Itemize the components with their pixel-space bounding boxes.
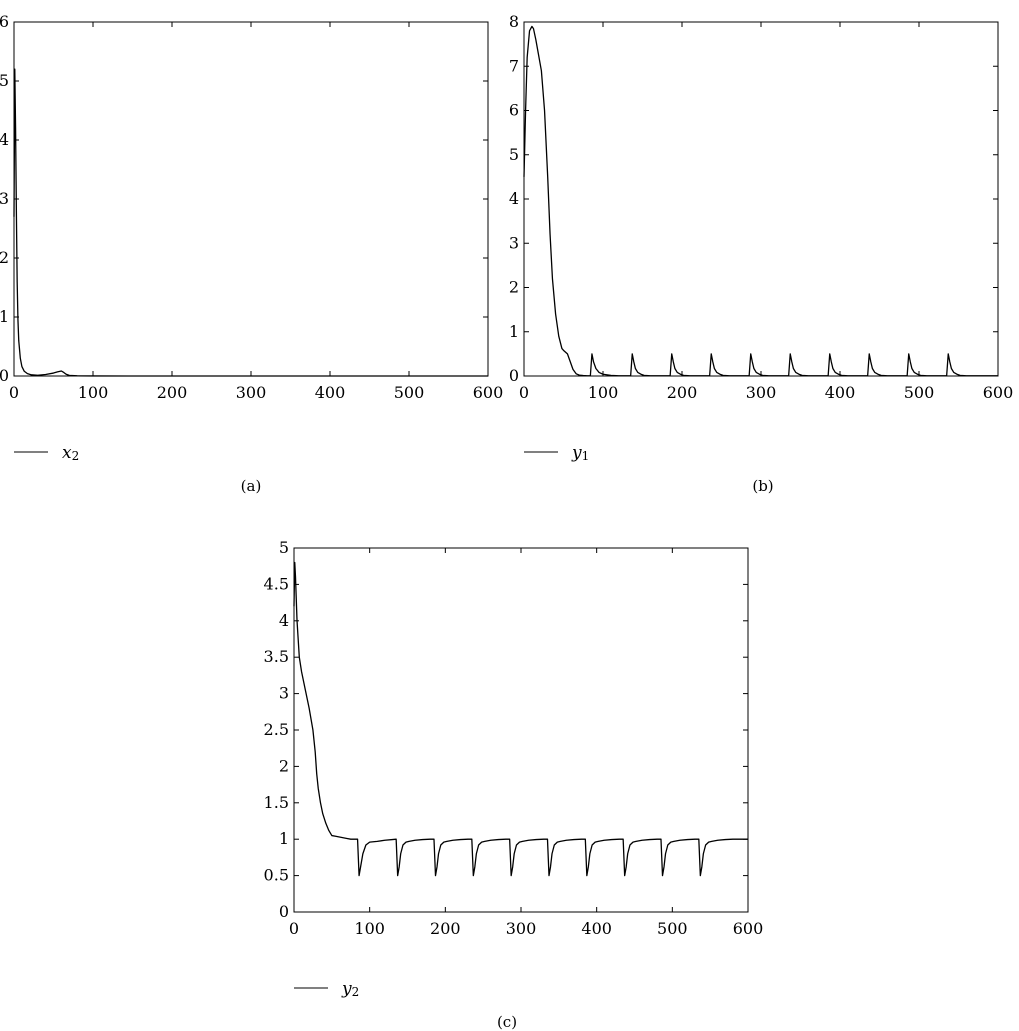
panel-b: 0 100 200 300 400 500 600 0 1 2 3 4 5 6 7 8 y1 (b) [509, 12, 1013, 495]
y-tick-label: 1 [0, 307, 9, 326]
y-tick-label: 0 [279, 902, 289, 921]
series-line-y2 [293, 561, 748, 877]
panel-label: (a) [241, 477, 262, 495]
y-tick-label: 2.5 [264, 720, 289, 739]
y-tick-label: 5 [279, 538, 289, 557]
series-line-x2 [13, 68, 488, 377]
y-tick-label: 5 [509, 145, 519, 164]
plot-frame [13, 21, 489, 377]
x-tick-label: 500 [394, 383, 425, 402]
y-tick-label: 1.5 [264, 793, 289, 812]
y-tick-label: 2 [279, 756, 289, 775]
y-tick-label: 0 [0, 366, 9, 385]
y-tick-label: 4 [279, 611, 289, 630]
y-tick-label: 0 [509, 366, 519, 385]
x-tick-label: 100 [354, 919, 385, 938]
y-tick-label: 3.5 [264, 647, 289, 666]
y-tick-label: 8 [509, 12, 519, 31]
y-tick-label: 6 [509, 101, 519, 120]
y-tick-label: 1 [279, 829, 289, 848]
series-line-y1 [523, 25, 998, 377]
x-tick-label: 600 [983, 383, 1014, 402]
x-tick-label: 200 [430, 919, 461, 938]
x-tick-label: 300 [746, 383, 777, 402]
y-tick-label: 3 [509, 233, 519, 252]
x-tick-label: 400 [825, 383, 856, 402]
y-tick-label: 6 [0, 12, 9, 31]
x-tick-label: 600 [733, 919, 764, 938]
y-tick-label: 2 [0, 248, 9, 267]
y-tick-label: 4.5 [264, 574, 289, 593]
y-tick-label: 4 [509, 189, 519, 208]
legend-label: y2 [341, 979, 359, 999]
x-tick-label: 500 [904, 383, 935, 402]
panel-a: 0 100 200 300 400 500 600 0 1 2 3 4 5 6 x2 (a) [0, 12, 503, 495]
x-tick-label: 300 [236, 383, 267, 402]
y-tick-label: 7 [509, 56, 519, 75]
y-tick-label: 1 [509, 322, 519, 341]
x-tick-label: 0 [519, 383, 529, 402]
x-tick-label: 500 [657, 919, 688, 938]
x-tick-label: 0 [9, 383, 19, 402]
x-tick-label: 100 [588, 383, 619, 402]
x-tick-label: 0 [289, 919, 299, 938]
x-tick-label: 400 [581, 919, 612, 938]
panel-label: (b) [752, 477, 773, 495]
y-tick-label: 2 [509, 278, 519, 297]
panel-c: 0 100 200 300 400 500 600 0 0.5 1 1.5 2 2.5 3 3.5 4 4.5 5… [264, 538, 764, 1031]
y-tick-label: 5 [0, 71, 9, 90]
x-tick-label: 200 [157, 383, 188, 402]
x-tick-label: 200 [667, 383, 698, 402]
x-tick-label: 400 [315, 383, 346, 402]
y-tick-label: 3 [279, 684, 289, 703]
y-tick-label: 0.5 [264, 866, 289, 885]
y-tick-label: 4 [0, 130, 9, 149]
plot-frame [523, 21, 999, 377]
y-tick-label: 3 [0, 189, 9, 208]
x-tick-label: 100 [78, 383, 109, 402]
x-tick-label: 600 [473, 383, 504, 402]
legend-label: y1 [571, 443, 589, 463]
legend-label: x2 [62, 443, 79, 463]
panel-label: (c) [497, 1013, 517, 1031]
x-tick-label: 300 [506, 919, 537, 938]
